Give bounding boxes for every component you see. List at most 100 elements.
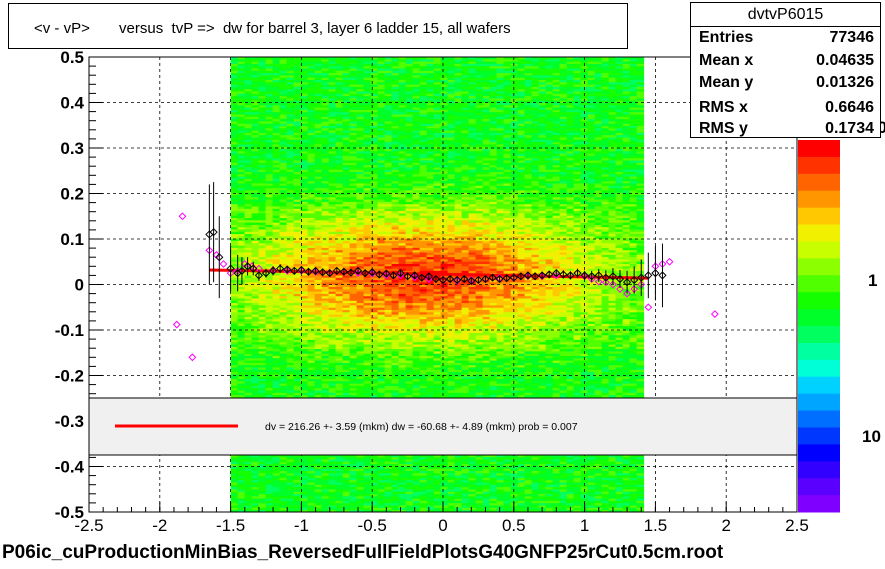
heatmap-cell [335, 192, 344, 196]
heatmap-cell [503, 169, 512, 173]
heatmap-cell [566, 236, 575, 240]
heatmap-cell [328, 93, 337, 97]
heatmap-cell [405, 70, 414, 74]
heatmap-cell [398, 211, 407, 214]
heatmap-cell [433, 247, 442, 251]
heatmap-cell [314, 190, 323, 194]
heatmap-cell [454, 75, 463, 79]
heatmap-cell [335, 158, 344, 161]
heatmap-cell [258, 153, 267, 157]
heatmap-cell [412, 199, 421, 203]
heatmap-cell [594, 59, 603, 62]
heatmap-cell [356, 144, 365, 148]
heatmap-cell [370, 144, 379, 148]
heatmap-cell [552, 224, 561, 228]
heatmap-cell [370, 158, 379, 161]
heatmap-cell [482, 165, 491, 168]
heatmap-cell [286, 236, 295, 240]
heatmap-cell [538, 199, 547, 203]
heatmap-cell [265, 123, 274, 127]
heatmap-cell [433, 201, 442, 205]
heatmap-cell [475, 222, 484, 226]
heatmap-cell [615, 218, 624, 221]
heatmap-cell [265, 144, 274, 148]
heatmap-cell [447, 96, 456, 99]
heatmap-cell [377, 135, 386, 138]
heatmap-cell [356, 215, 365, 219]
heatmap-cell [265, 77, 274, 81]
heatmap-cell [573, 128, 582, 131]
heatmap-cell [335, 116, 344, 120]
heatmap-cell [531, 89, 540, 92]
heatmap-cell [328, 151, 337, 154]
heatmap-cell [426, 80, 435, 83]
heatmap-cell [489, 80, 498, 83]
heatmap-cell [293, 178, 302, 182]
heatmap-cell [307, 247, 316, 251]
heatmap-cell [503, 84, 512, 88]
heatmap-cell [524, 91, 533, 95]
heatmap-cell [552, 144, 561, 148]
heatmap-cell [272, 160, 281, 164]
heatmap-cell [426, 70, 435, 74]
heatmap-cell [363, 218, 372, 221]
heatmap-cell [440, 119, 449, 122]
heatmap-cell [370, 66, 379, 69]
heatmap-cell [608, 130, 617, 134]
heatmap-cell [419, 234, 428, 237]
heatmap-cell [573, 222, 582, 226]
heatmap-cell [545, 149, 554, 152]
heatmap-cell [496, 222, 505, 226]
heatmap-cell [559, 119, 568, 122]
heatmap-cell [440, 116, 449, 120]
heatmap-cell [279, 142, 288, 145]
heatmap-cell [321, 114, 330, 118]
heatmap-cell [496, 208, 505, 212]
heatmap-cell [601, 135, 610, 138]
heatmap-cell [356, 73, 365, 76]
heatmap-cell [293, 199, 302, 203]
heatmap-cell [230, 77, 239, 81]
heatmap-cell [377, 213, 386, 217]
heatmap-cell [615, 160, 624, 164]
heatmap-cell [629, 160, 638, 164]
heatmap-cell [391, 176, 400, 180]
heatmap-cell [370, 107, 379, 111]
heatmap-cell [538, 234, 547, 237]
heatmap-cell [503, 105, 512, 108]
heatmap-cell [293, 185, 302, 189]
heatmap-cell [419, 146, 428, 150]
heatmap-cell [258, 114, 267, 118]
heatmap-cell [454, 162, 463, 166]
heatmap-cell [293, 128, 302, 131]
heatmap-cell [510, 183, 519, 187]
heatmap-cell [559, 114, 568, 118]
heatmap-cell [594, 247, 603, 251]
heatmap-cell [552, 107, 561, 111]
heatmap-cell [503, 220, 512, 223]
heatmap-cell [475, 183, 484, 187]
heatmap-cell [314, 250, 323, 253]
heatmap-cell [615, 238, 624, 242]
heatmap-cell [573, 105, 582, 108]
heatmap-cell [230, 197, 239, 200]
heatmap-cell [237, 206, 246, 210]
heatmap-cell [468, 238, 477, 242]
heatmap-cell [615, 116, 624, 120]
heatmap-cell [608, 75, 617, 79]
heatmap-cell [566, 165, 575, 168]
heatmap-cell [545, 247, 554, 251]
heatmap-cell [272, 158, 281, 161]
heatmap-cell [398, 144, 407, 148]
heatmap-cell [622, 204, 631, 207]
heatmap-cell [293, 89, 302, 92]
heatmap-cell [405, 144, 414, 148]
heatmap-cell [629, 167, 638, 171]
heatmap-cell [517, 238, 526, 242]
heatmap-cell [601, 227, 610, 230]
heatmap-cell [230, 204, 239, 207]
heatmap-cell [559, 195, 568, 198]
heatmap-cell [230, 199, 239, 203]
heatmap-cell [482, 137, 491, 141]
heatmap-cell [601, 243, 610, 246]
